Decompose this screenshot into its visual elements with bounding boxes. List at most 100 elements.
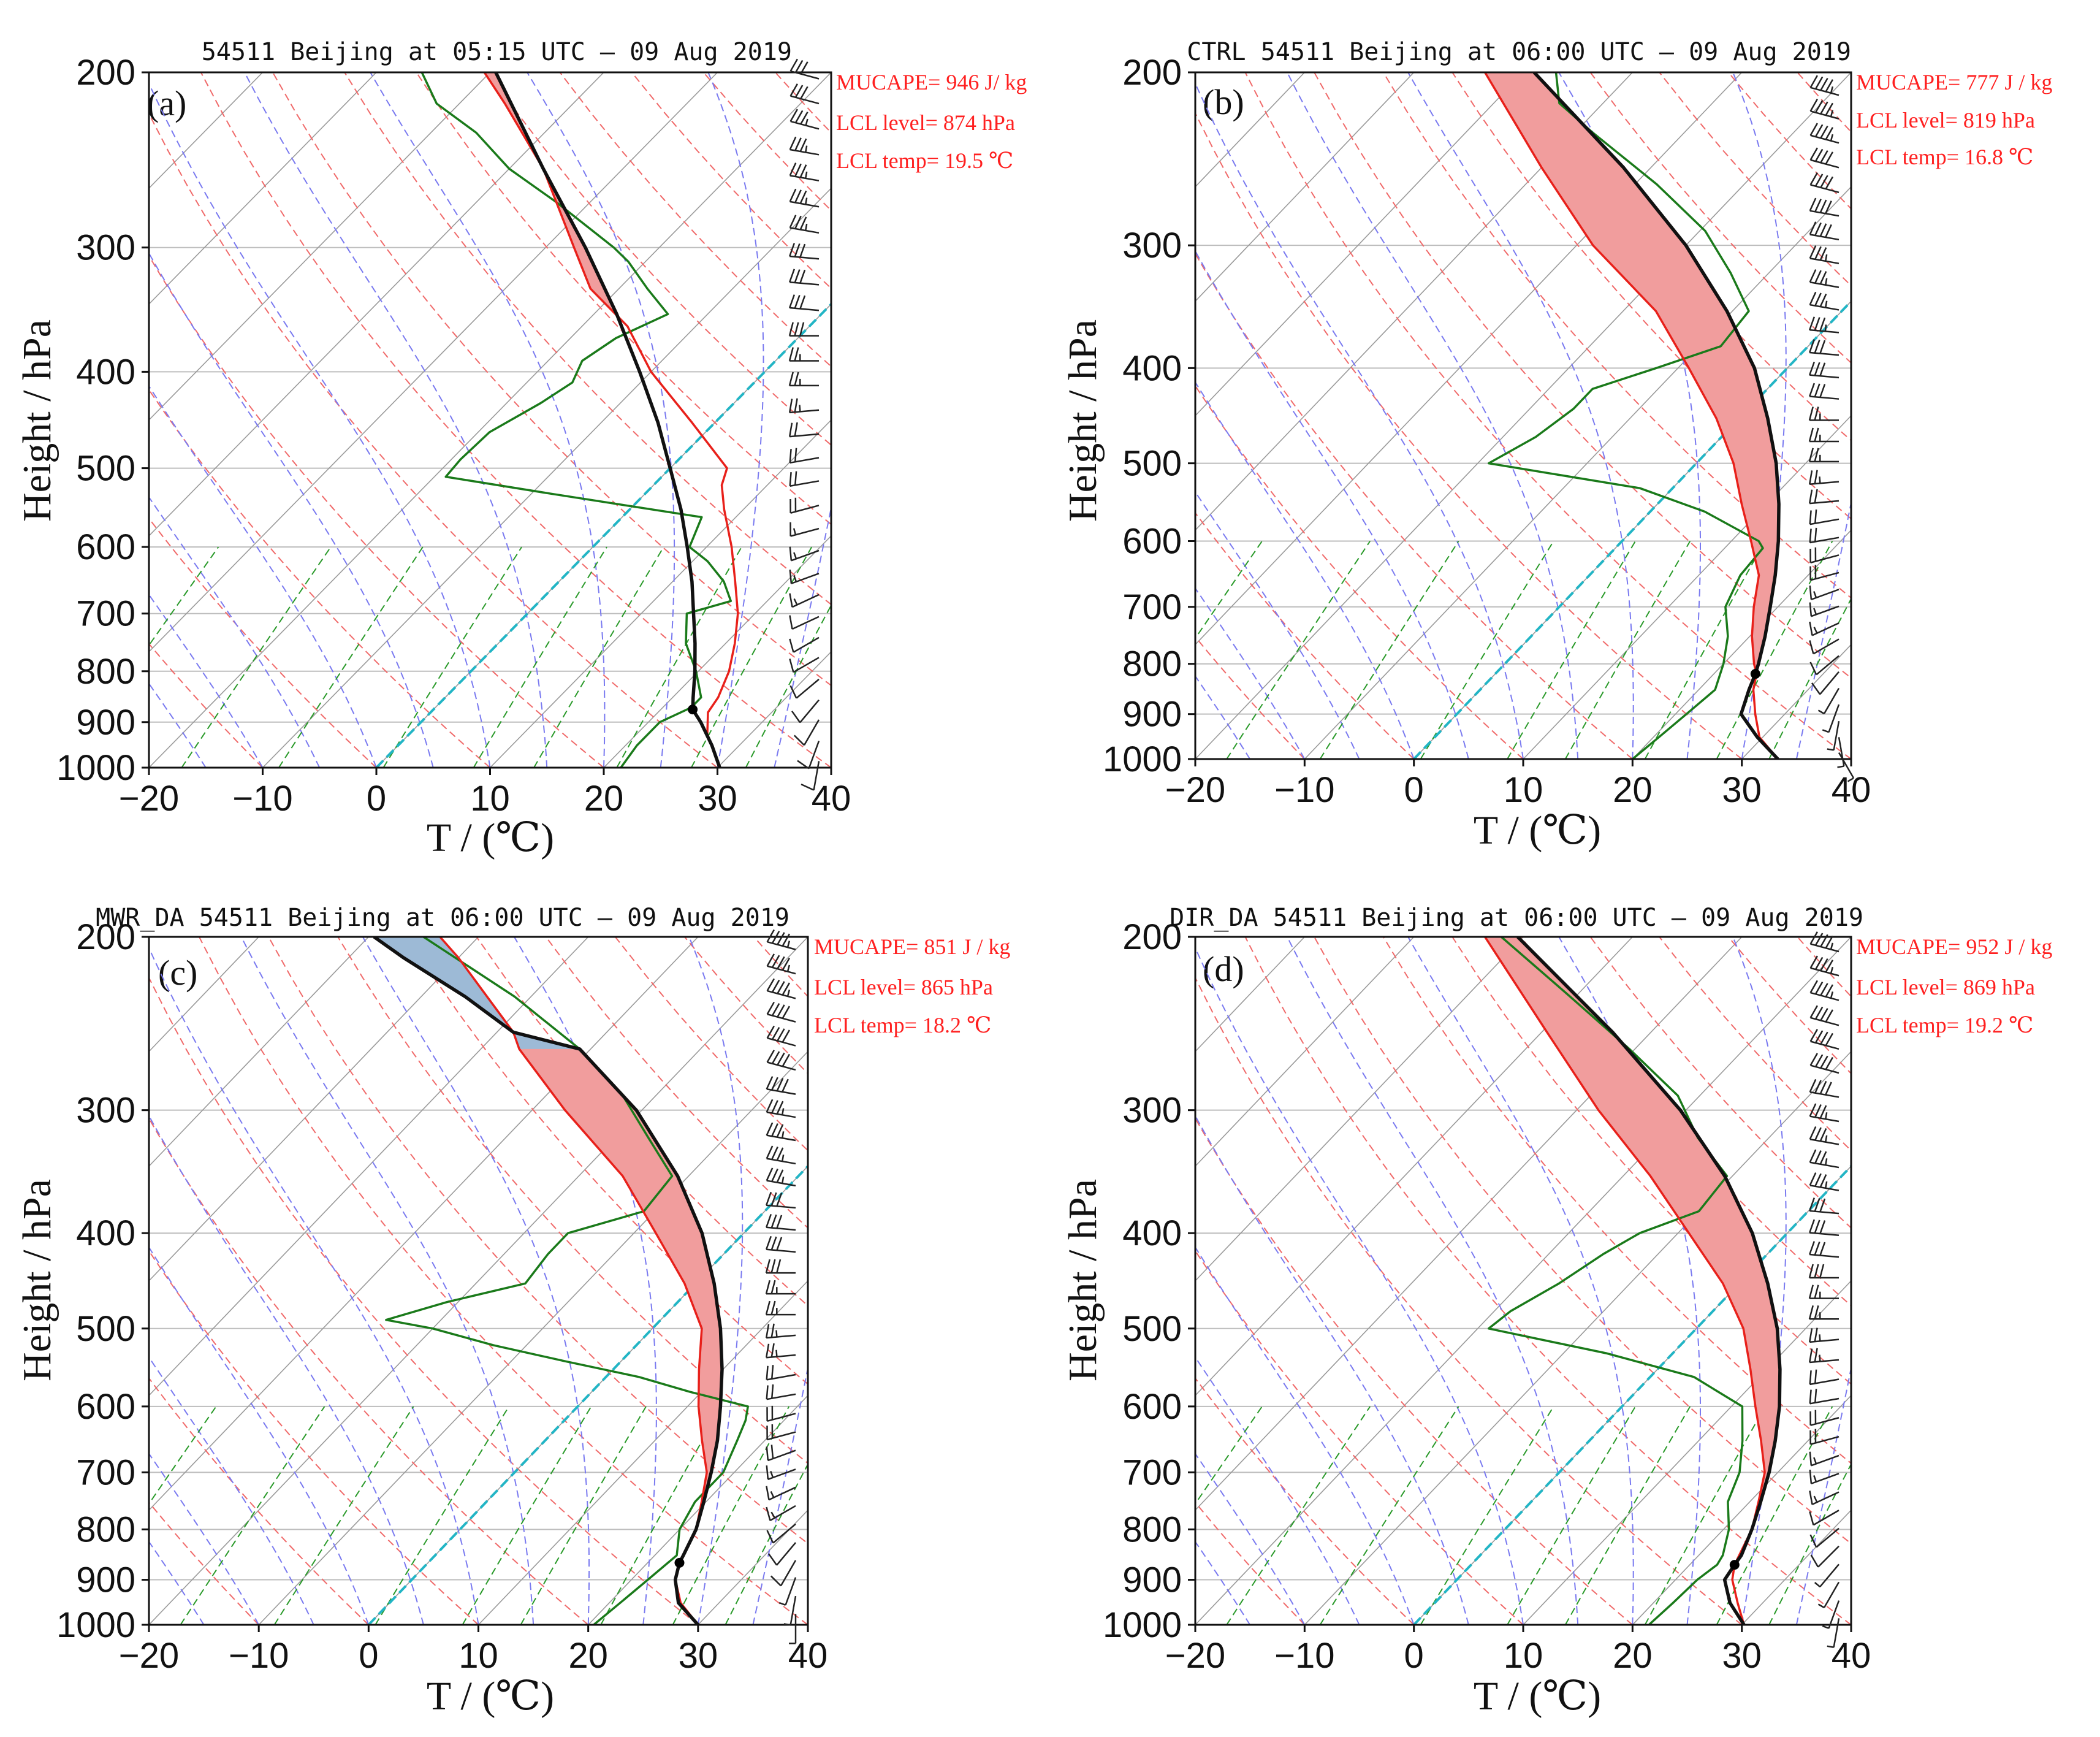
panel-d-xlabel: T / (℃) bbox=[1474, 1674, 1601, 1719]
x-tick-label: 0 bbox=[367, 779, 386, 819]
y-tick-label: 800 bbox=[76, 1510, 135, 1549]
mixing-ratio-line bbox=[520, 1406, 647, 1625]
panel-b-lcl-temp: LCL temp= 16.8 ℃ bbox=[1856, 145, 2033, 169]
y-tick-label: 600 bbox=[1122, 522, 1182, 562]
wind-barb bbox=[1809, 75, 1839, 96]
wind-barb bbox=[766, 953, 796, 975]
wind-barb bbox=[1809, 1005, 1839, 1026]
panel-c-wind-barbs bbox=[765, 929, 797, 1644]
isotherm-line bbox=[603, 535, 831, 768]
dewpoint-profile bbox=[385, 937, 749, 1625]
wind-barb bbox=[766, 1167, 796, 1187]
panel-b-label: (b) bbox=[1203, 82, 1244, 122]
moist-adiabat-line bbox=[752, 1364, 808, 1625]
wind-barb bbox=[1809, 245, 1839, 264]
wind-barb bbox=[1808, 470, 1839, 486]
panel-d-wind-barbs bbox=[1808, 931, 1840, 1648]
panel-a-title: 54511 Beijing at 05:15 UTC – 09 Aug 2019 bbox=[202, 38, 792, 66]
moist-adiabat-line bbox=[1407, 937, 1634, 1625]
dry-adiabat-line bbox=[149, 517, 377, 768]
y-tick-label: 300 bbox=[1122, 1091, 1182, 1131]
wind-barb bbox=[789, 570, 820, 584]
dry-adiabat-line bbox=[1195, 636, 1306, 759]
isotherm-line bbox=[149, 72, 718, 653]
moist-adiabat-line bbox=[240, 937, 535, 1625]
isotherm-line bbox=[149, 937, 589, 1397]
wind-barb bbox=[766, 1523, 796, 1544]
moist-adiabat-line bbox=[688, 937, 744, 1625]
lcl-marker bbox=[674, 1557, 685, 1568]
panel-c-label: (c) bbox=[158, 953, 197, 993]
x-tick-label: 40 bbox=[1832, 770, 1871, 810]
panel-d-lcl-level: LCL level= 869 hPa bbox=[1856, 975, 2035, 999]
moist-adiabat-line bbox=[149, 1540, 205, 1625]
dry-adiabat-line bbox=[149, 976, 699, 1625]
wind-barb bbox=[766, 1122, 796, 1142]
moist-adiabat-line bbox=[707, 72, 764, 768]
wind-barb bbox=[766, 1099, 796, 1118]
isotherm-line bbox=[588, 1394, 808, 1625]
y-tick-label: 800 bbox=[1122, 1510, 1182, 1549]
wind-barb bbox=[770, 1560, 797, 1587]
wind-barb bbox=[1808, 1348, 1839, 1364]
wind-barb bbox=[1809, 621, 1839, 636]
dry-adiabat-line bbox=[1451, 937, 1851, 1385]
dry-adiabat-line bbox=[149, 112, 718, 768]
mixing-ratio-line bbox=[1507, 1406, 1636, 1625]
y-tick-label: 1000 bbox=[56, 748, 135, 788]
isotherm-line bbox=[1632, 529, 1851, 759]
wind-barb bbox=[766, 978, 796, 999]
moist-adiabat-line bbox=[149, 252, 434, 768]
moist-adiabat-line bbox=[1195, 1114, 1469, 1625]
panel-b-wind-barbs bbox=[1808, 75, 1855, 782]
wind-barb bbox=[1827, 720, 1840, 751]
wind-barb bbox=[1817, 1581, 1840, 1609]
x-tick-label: 30 bbox=[679, 1636, 718, 1676]
dry-adiabat-line bbox=[1589, 937, 1851, 1229]
panel-b-xlabel: T / (℃) bbox=[1474, 808, 1601, 853]
isotherm-line bbox=[1195, 937, 1851, 1625]
mixing-ratio-line bbox=[616, 546, 742, 768]
dry-adiabat-line bbox=[545, 937, 808, 1229]
moist-adiabat-line bbox=[1195, 1540, 1251, 1625]
moist-adiabat-line bbox=[774, 505, 831, 768]
panel-a-reference-lines bbox=[149, 72, 831, 768]
y-tick-label: 700 bbox=[76, 1453, 135, 1492]
isotherm-line bbox=[149, 72, 377, 305]
panel-d-plot: 200 300 400 500 600 700 800 900 1000−20 −10 0 10 20 3… bbox=[1103, 917, 1871, 1676]
panel-b-cape-area bbox=[1485, 72, 1779, 672]
mixing-ratio-line bbox=[1564, 540, 1691, 759]
mixing-ratio-line bbox=[273, 1406, 414, 1625]
wind-barb bbox=[1809, 1369, 1839, 1386]
wind-barb bbox=[1809, 1053, 1839, 1074]
isotherm-line bbox=[1195, 72, 1524, 417]
panel-d-ticks: 200 300 400 500 600 700 800 900 1000−20 −10 0 10 20 3… bbox=[1103, 917, 1871, 1676]
moist-adiabat-line bbox=[149, 496, 321, 768]
moist-adiabat-line bbox=[1195, 675, 1251, 759]
dry-adiabat-line bbox=[149, 643, 264, 768]
wind-barb bbox=[1810, 1545, 1839, 1568]
moist-adiabat-line bbox=[149, 1453, 260, 1625]
isotherm-line bbox=[1195, 937, 1524, 1282]
mixing-ratio-line bbox=[672, 1406, 790, 1625]
isotherm-line bbox=[477, 1280, 808, 1625]
wind-barb bbox=[1809, 269, 1839, 288]
wind-barb bbox=[788, 322, 819, 337]
wind-barb bbox=[766, 1505, 796, 1522]
wind-barb bbox=[766, 1050, 796, 1071]
wind-barb bbox=[789, 215, 820, 234]
moist-adiabat-line bbox=[1195, 82, 1524, 759]
moist-adiabat-line bbox=[1287, 72, 1579, 759]
mixing-ratio-line bbox=[1226, 1406, 1371, 1625]
dry-adiabat-line bbox=[1195, 112, 1743, 759]
wind-barb bbox=[789, 497, 820, 514]
y-tick-label: 200 bbox=[1122, 53, 1182, 93]
panel-c-plot: 200 300 400 500 600 700 800 900 1000−20 −10 0 10 20 3… bbox=[56, 917, 827, 1676]
wind-barb bbox=[1809, 98, 1839, 120]
y-tick-label: 500 bbox=[76, 449, 135, 489]
wind-barb bbox=[1809, 1429, 1839, 1445]
mixing-ratio-line bbox=[1319, 540, 1459, 759]
moist-adiabat-line bbox=[1558, 937, 1701, 1625]
x-tick-label: −10 bbox=[1274, 1636, 1334, 1676]
wind-barb bbox=[766, 1405, 796, 1422]
